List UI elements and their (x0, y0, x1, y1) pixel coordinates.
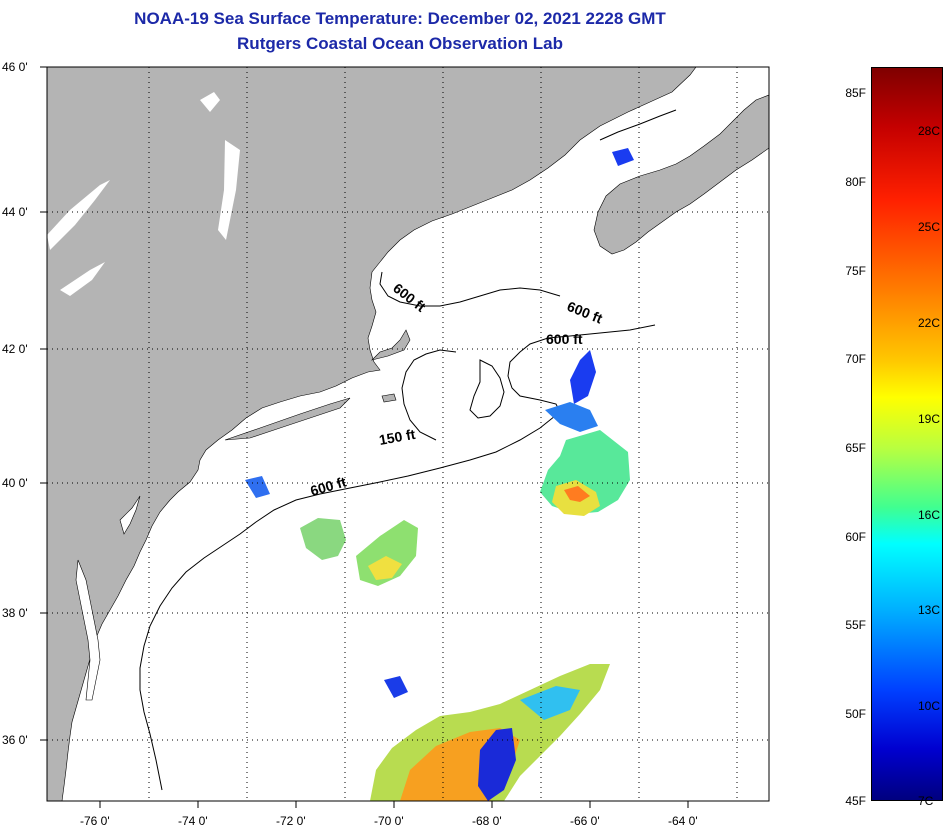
contour-line (469, 359, 505, 419)
colorbar-f-label: 45F (845, 794, 866, 808)
isobath-label: 600 ft (546, 331, 583, 347)
colorbar-c-label: 10C (918, 699, 941, 713)
colorbar-f-label: 75F (845, 264, 866, 278)
lat-label: 40 0' (2, 476, 28, 490)
colorbar-f-label: 70F (845, 352, 866, 366)
map-title: NOAA-19 Sea Surface Temperature: Decembe… (134, 9, 666, 28)
lon-label: -74 0' (178, 814, 208, 828)
sst-patch-georges-b (545, 402, 598, 432)
lon-label: -76 0' (80, 814, 110, 828)
axis-ticks (40, 66, 689, 808)
nova-scotia (593, 94, 769, 255)
lat-label: 38 0' (2, 606, 28, 620)
colorbar-c-label: 22C (918, 316, 941, 330)
sst-data (245, 148, 634, 801)
sst-patch-warm-east-orange (564, 486, 590, 502)
sst-patch-south-cyan (520, 686, 580, 720)
lake-patch (218, 140, 240, 240)
sst-patch-south-cold (478, 728, 516, 801)
us-landmass (47, 67, 697, 801)
sst-patch-georges (570, 350, 596, 404)
colorbar (871, 67, 943, 801)
contour-line (139, 324, 656, 791)
contour-line (599, 109, 677, 141)
colorbar-f-label: 50F (845, 707, 866, 721)
colorbar-f-label: 60F (845, 530, 866, 544)
lon-label: -68 0' (472, 814, 502, 828)
lat-label: 46 0' (2, 60, 28, 74)
depth-contours (139, 109, 677, 791)
colorbar-c-label: 7C (918, 794, 934, 808)
cape-cod (371, 329, 411, 361)
sst-patch-small (612, 148, 634, 166)
lake-patch (47, 180, 110, 250)
sst-patch-small (384, 676, 408, 698)
lon-label: -64 0' (668, 814, 698, 828)
sst-patch-small (245, 476, 270, 498)
isobath-label: 150 ft (378, 426, 417, 448)
lon-label: -66 0' (570, 814, 600, 828)
colorbar-f-label: 80F (845, 175, 866, 189)
lat-label: 44 0' (2, 205, 28, 219)
chesapeake-bay (75, 559, 101, 701)
lon-label: -72 0' (276, 814, 306, 828)
grid-lines (47, 67, 769, 801)
delaware-bay (119, 495, 141, 535)
map-subtitle: Rutgers Coastal Ocean Observation Lab (237, 34, 563, 53)
colorbar-c-label: 28C (918, 124, 941, 138)
colorbar-c-label: 13C (918, 603, 941, 617)
map-frame (46, 66, 770, 802)
colorbar-c-label: 16C (918, 508, 941, 522)
lake-patch (200, 92, 220, 112)
colorbar-f-label: 85F (845, 86, 866, 100)
sst-patch-center-yellow (368, 556, 402, 580)
colorbar-c-label: 19C (918, 412, 941, 426)
sst-patch-west (300, 518, 346, 560)
lat-label: 36 0' (2, 733, 28, 747)
lake-patch (60, 262, 105, 296)
colorbar-c-label: 25C (918, 220, 941, 234)
nantucket (381, 393, 397, 403)
contour-line (379, 271, 561, 307)
colorbar-f-label: 65F (845, 441, 866, 455)
lat-label: 42 0' (2, 342, 28, 356)
lon-label: -70 0' (374, 814, 404, 828)
contour-line (401, 349, 457, 441)
colorbar-f-label: 55F (845, 618, 866, 632)
colorbar-gradient (871, 67, 943, 801)
